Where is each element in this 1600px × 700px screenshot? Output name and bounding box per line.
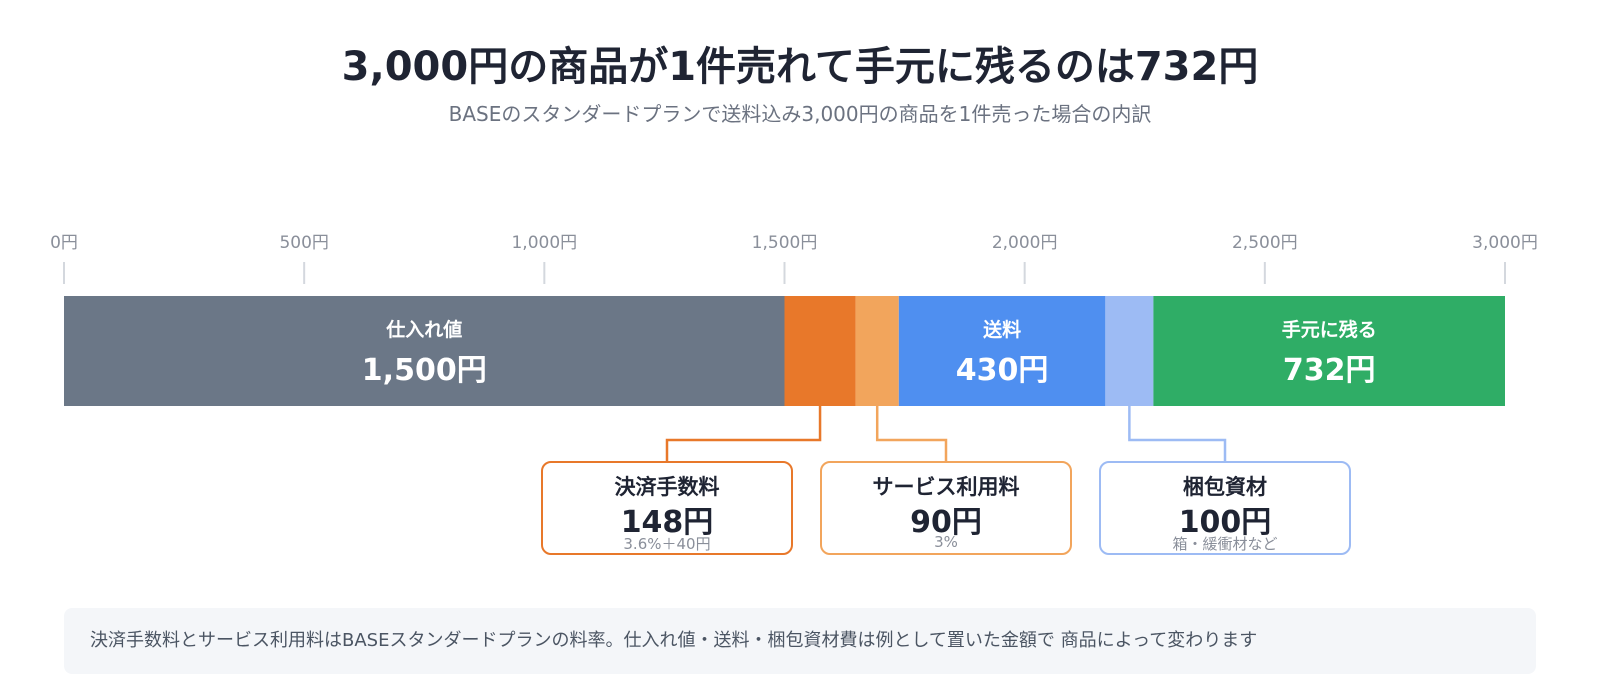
segment-label-remaining: 手元に残る bbox=[1282, 318, 1377, 341]
bar-segment-remaining bbox=[1153, 296, 1505, 406]
chart-title: 3,000円の商品が1件売れて手元に残るのは732円 bbox=[341, 44, 1259, 90]
bar-segment-shipping bbox=[898, 296, 1106, 406]
packing-material-value: 100円 bbox=[1178, 505, 1272, 540]
payment-fee-name: 決済手数料 bbox=[614, 475, 720, 499]
payment-fee-note: 3.6%＋40円 bbox=[623, 535, 711, 553]
connector-service bbox=[875, 406, 948, 462]
segment-value-shipping: 430円 bbox=[956, 353, 1049, 388]
connector-packing bbox=[1128, 406, 1227, 462]
bar-segment-service bbox=[855, 296, 899, 406]
service-fee-name: サービス利用料 bbox=[872, 475, 1020, 499]
bar-segment-cost bbox=[64, 296, 785, 406]
axis-tick-label: 2,000円 bbox=[992, 233, 1058, 253]
axis-tick-label: 500円 bbox=[279, 233, 328, 253]
service-fee-callout: サービス利用料 90円 3% bbox=[820, 461, 1072, 555]
segment-label-cost: 仕入れ値 bbox=[385, 318, 462, 341]
axis-tick-label: 0円 bbox=[50, 233, 78, 253]
packing-material-callout: 梱包資材 100円 箱・緩衝材など bbox=[1099, 461, 1351, 555]
connector-payment bbox=[665, 406, 822, 462]
packing-material-name: 梱包資材 bbox=[1183, 475, 1267, 499]
axis-tick-label: 2,500円 bbox=[1232, 233, 1298, 253]
payment-fee-value: 148円 bbox=[620, 505, 714, 540]
bar-segment-packing bbox=[1105, 296, 1154, 406]
segment-label-shipping: 送料 bbox=[983, 318, 1021, 341]
payment-fee-callout: 決済手数料 148円 3.6%＋40円 bbox=[541, 461, 793, 555]
segment-value-remaining: 732円 bbox=[1283, 353, 1376, 388]
service-fee-value: 90円 bbox=[910, 505, 982, 540]
segment-value-cost: 1,500円 bbox=[362, 353, 487, 388]
stacked-bar-chart: 0円 500円 1,000円 1,500円 2,000円 2,500円 3,000円仕入れ値… bbox=[50, 233, 1538, 462]
axis-tick-label: 1,000円 bbox=[511, 233, 577, 253]
axis-tick-label: 1,500円 bbox=[752, 233, 818, 253]
packing-material-note: 箱・緩衝材など bbox=[1172, 535, 1278, 553]
axis-tick-label: 3,000円 bbox=[1472, 233, 1538, 253]
footnote: 決済手数料とサービス利用料はBASEスタンダードプランの料率。仕入れ値・送料・梱… bbox=[64, 608, 1536, 674]
service-fee-note: 3% bbox=[934, 533, 958, 551]
chart-subtitle: BASEのスタンダードプランで送料込み3,000円の商品を1件売った場合の内訳 bbox=[448, 102, 1152, 126]
bar-segment-payment bbox=[784, 296, 856, 406]
